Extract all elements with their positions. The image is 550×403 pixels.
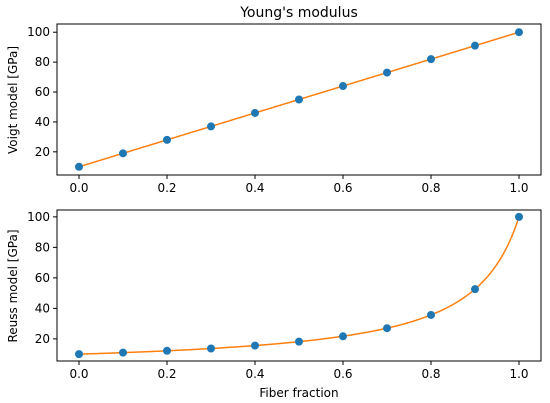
chart-title: Young's modulus xyxy=(239,5,358,21)
data-point xyxy=(515,212,523,221)
plot-frame xyxy=(56,23,542,176)
voigt-panel: 0.0 0.2 0.4 0.6 0.8 1.0 20 40 60 80 100 xyxy=(27,23,542,195)
x-tick-label: 0.4 xyxy=(245,367,264,381)
data-point xyxy=(427,55,435,64)
data-point xyxy=(427,310,435,319)
data-point xyxy=(339,82,347,91)
data-point xyxy=(251,108,259,117)
x-tick-label: 1.0 xyxy=(509,367,528,381)
x-tick-label: 0.2 xyxy=(157,367,176,381)
x-tick-label: 0.6 xyxy=(333,181,352,195)
data-point xyxy=(383,68,391,77)
y-tick-label: 20 xyxy=(35,332,50,346)
x-tick-label: 0.0 xyxy=(69,181,88,195)
plot-frame xyxy=(56,209,542,362)
y-tick-label: 80 xyxy=(35,240,50,254)
data-point xyxy=(207,122,215,131)
data-point xyxy=(383,324,391,333)
data-point xyxy=(163,346,171,355)
x-tick-label: 0.4 xyxy=(245,181,264,195)
x-tick-label: 1.0 xyxy=(509,181,528,195)
bottom-y-axis-label: Reuss model [GPa] xyxy=(6,230,20,343)
x-tick-label: 0.0 xyxy=(69,367,88,381)
reuss-panel: 0.0 0.2 0.4 0.6 0.8 1.0 20 40 60 80 100 xyxy=(27,209,542,381)
x-tick-label: 0.8 xyxy=(421,181,440,195)
data-point xyxy=(75,350,83,359)
x-axis-label: Fiber fraction xyxy=(259,386,338,400)
y-tick-label: 40 xyxy=(35,115,50,129)
data-point xyxy=(119,149,127,158)
y-tick-label: 60 xyxy=(35,85,50,99)
data-point xyxy=(471,285,479,294)
x-tick-label: 0.6 xyxy=(333,367,352,381)
y-tick-label: 100 xyxy=(27,25,50,39)
x-tick-label: 0.8 xyxy=(421,367,440,381)
data-point xyxy=(295,337,303,346)
data-point xyxy=(75,162,83,171)
x-tick-label: 0.2 xyxy=(157,181,176,195)
data-point xyxy=(119,348,127,357)
data-point xyxy=(251,341,259,350)
data-point xyxy=(471,41,479,50)
data-point xyxy=(163,135,171,144)
y-tick-label: 100 xyxy=(27,210,50,224)
fit-line xyxy=(78,216,520,355)
data-point xyxy=(339,332,347,341)
y-tick-label: 60 xyxy=(35,271,50,285)
top-y-axis-label: Voigt model [GPa] xyxy=(6,46,20,154)
y-tick-label: 20 xyxy=(35,145,50,159)
y-tick-label: 40 xyxy=(35,301,50,315)
data-point xyxy=(295,95,303,104)
data-point xyxy=(515,28,523,37)
y-tick-label: 80 xyxy=(35,55,50,69)
data-point xyxy=(207,344,215,353)
